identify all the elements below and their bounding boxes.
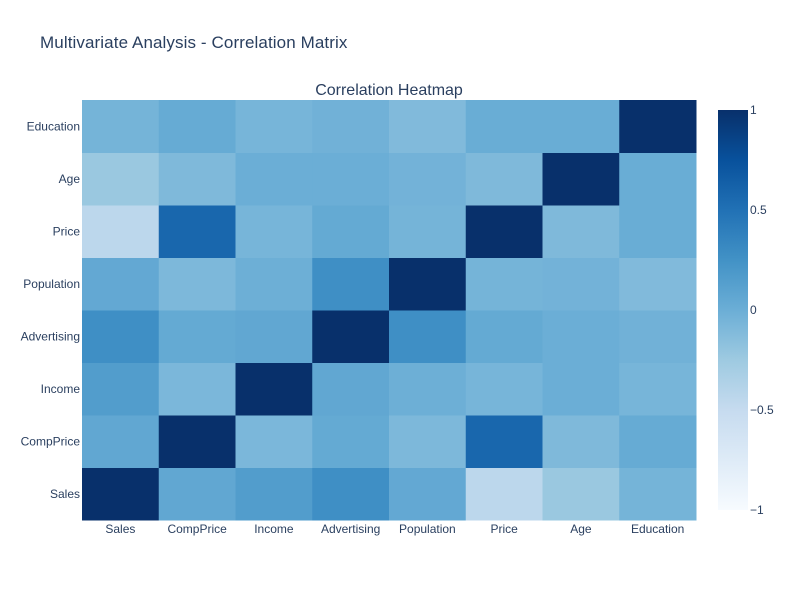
x-tick-label: CompPrice <box>167 522 227 536</box>
colorbar-tick-label: 0.5 <box>750 203 767 217</box>
y-tick-label: Age <box>59 172 81 186</box>
heatmap-cell-Sales-Sales <box>82 467 160 521</box>
chart-title: Correlation Heatmap <box>315 82 463 99</box>
heatmap-cell-CompPrice-Sales <box>82 415 160 468</box>
heatmap-cell-Education-Sales <box>82 100 160 153</box>
heatmap-cell-Population-Age <box>542 257 620 311</box>
heatmap-cell-CompPrice-Age <box>542 415 620 468</box>
y-tick-label: Income <box>41 382 81 396</box>
heatmap-cell-Income-Age <box>542 362 620 416</box>
heatmap-cell-CompPrice-CompPrice <box>158 415 236 468</box>
heatmap-cell-Income-Income <box>235 362 313 416</box>
heatmap-cell-Price-Price <box>465 205 543 258</box>
heatmap-cell-Population-Price <box>465 257 543 311</box>
heatmap-cell-Price-Income <box>235 205 313 258</box>
heatmap-cell-Age-CompPrice <box>158 152 236 206</box>
y-tick-label: CompPrice <box>21 434 81 448</box>
y-tick-label: Population <box>23 277 80 291</box>
heatmap-cell-Advertising-Education <box>619 310 697 363</box>
heatmap-cell-CompPrice-Advertising <box>312 415 390 468</box>
heatmap-cell-CompPrice-Price <box>465 415 543 468</box>
heatmap-cell-Advertising-CompPrice <box>158 310 236 363</box>
heatmap-cell-Price-Sales <box>82 205 160 258</box>
colorbar-tick-label: −1 <box>750 503 764 517</box>
colorbar <box>718 110 748 510</box>
heatmap-cell-Education-CompPrice <box>158 100 236 153</box>
heatmap-cell-Age-Education <box>619 152 697 206</box>
heatmap-cell-Sales-Price <box>465 467 543 521</box>
heatmap-cell-Sales-Education <box>619 467 697 521</box>
heatmap-cell-Income-CompPrice <box>158 362 236 416</box>
heatmap-cells <box>82 100 697 521</box>
y-tick-label: Sales <box>50 487 80 501</box>
heatmap-cell-CompPrice-Income <box>235 415 313 468</box>
heatmap-cell-Population-Advertising <box>312 257 390 311</box>
x-tick-label: Advertising <box>321 522 380 536</box>
x-tick-label: Price <box>490 522 518 536</box>
heatmap-cell-Price-Education <box>619 205 697 258</box>
x-tick-label: Age <box>570 522 592 536</box>
heatmap-cell-Age-Sales <box>82 152 160 206</box>
heatmap-cell-Income-Price <box>465 362 543 416</box>
heatmap-cell-Sales-Population <box>389 467 467 521</box>
heatmap-cell-Sales-Age <box>542 467 620 521</box>
y-tick-label: Advertising <box>21 329 80 343</box>
page-title: Multivariate Analysis - Correlation Matr… <box>40 33 348 52</box>
heatmap-cell-Age-Income <box>235 152 313 206</box>
heatmap-cell-Age-Advertising <box>312 152 390 206</box>
heatmap-cell-Education-Price <box>465 100 543 153</box>
heatmap-cell-Income-Education <box>619 362 697 416</box>
heatmap-cell-Advertising-Advertising <box>312 310 390 363</box>
x-tick-label: Education <box>631 522 684 536</box>
heatmap-cell-Education-Advertising <box>312 100 390 153</box>
colorbar-ticks: 1 0.5 0 −0.5 −1 <box>750 103 774 517</box>
heatmap-cell-Advertising-Age <box>542 310 620 363</box>
heatmap-cell-Price-Population <box>389 205 467 258</box>
x-tick-label: Income <box>254 522 294 536</box>
colorbar-tick-label: 0 <box>750 303 757 317</box>
heatmap-cell-Advertising-Income <box>235 310 313 363</box>
heatmap-cell-Population-Education <box>619 257 697 311</box>
x-tick-label: Sales <box>105 522 135 536</box>
heatmap-cell-Education-Education <box>619 100 697 153</box>
x-tick-label: Population <box>399 522 456 536</box>
y-axis-ticks: Sales CompPrice Income Advertising Populatio… <box>21 119 81 501</box>
heatmap-cell-Sales-Advertising <box>312 467 390 521</box>
heatmap-cell-Income-Advertising <box>312 362 390 416</box>
colorbar-tick-label: 1 <box>750 103 757 117</box>
heatmap-cell-Income-Sales <box>82 362 160 416</box>
heatmap-cell-Population-Income <box>235 257 313 311</box>
heatmap-cell-Advertising-Sales <box>82 310 160 363</box>
heatmap-cell-Population-CompPrice <box>158 257 236 311</box>
heatmap-cell-Price-Age <box>542 205 620 258</box>
heatmap-cell-Price-CompPrice <box>158 205 236 258</box>
y-tick-label: Education <box>27 119 80 133</box>
heatmap-cell-Education-Income <box>235 100 313 153</box>
heatmap-cell-Population-Sales <box>82 257 160 311</box>
y-tick-label: Price <box>53 224 81 238</box>
heatmap-cell-Advertising-Population <box>389 310 467 363</box>
heatmap-cell-Age-Price <box>465 152 543 206</box>
heatmap-cell-Population-Population <box>389 257 467 311</box>
heatmap-cell-Advertising-Price <box>465 310 543 363</box>
heatmap-cell-Age-Age <box>542 152 620 206</box>
heatmap-cell-Price-Advertising <box>312 205 390 258</box>
heatmap-cell-CompPrice-Population <box>389 415 467 468</box>
heatmap-cell-CompPrice-Education <box>619 415 697 468</box>
heatmap-cell-Sales-CompPrice <box>158 467 236 521</box>
heatmap-cell-Education-Population <box>389 100 467 153</box>
heatmap-cell-Age-Population <box>389 152 467 206</box>
heatmap-cell-Income-Population <box>389 362 467 416</box>
heatmap-cell-Sales-Income <box>235 467 313 521</box>
colorbar-tick-label: −0.5 <box>750 403 774 417</box>
x-axis-ticks: Sales CompPrice Income Advertising Populatio… <box>105 522 684 536</box>
heatmap-cell-Education-Age <box>542 100 620 153</box>
